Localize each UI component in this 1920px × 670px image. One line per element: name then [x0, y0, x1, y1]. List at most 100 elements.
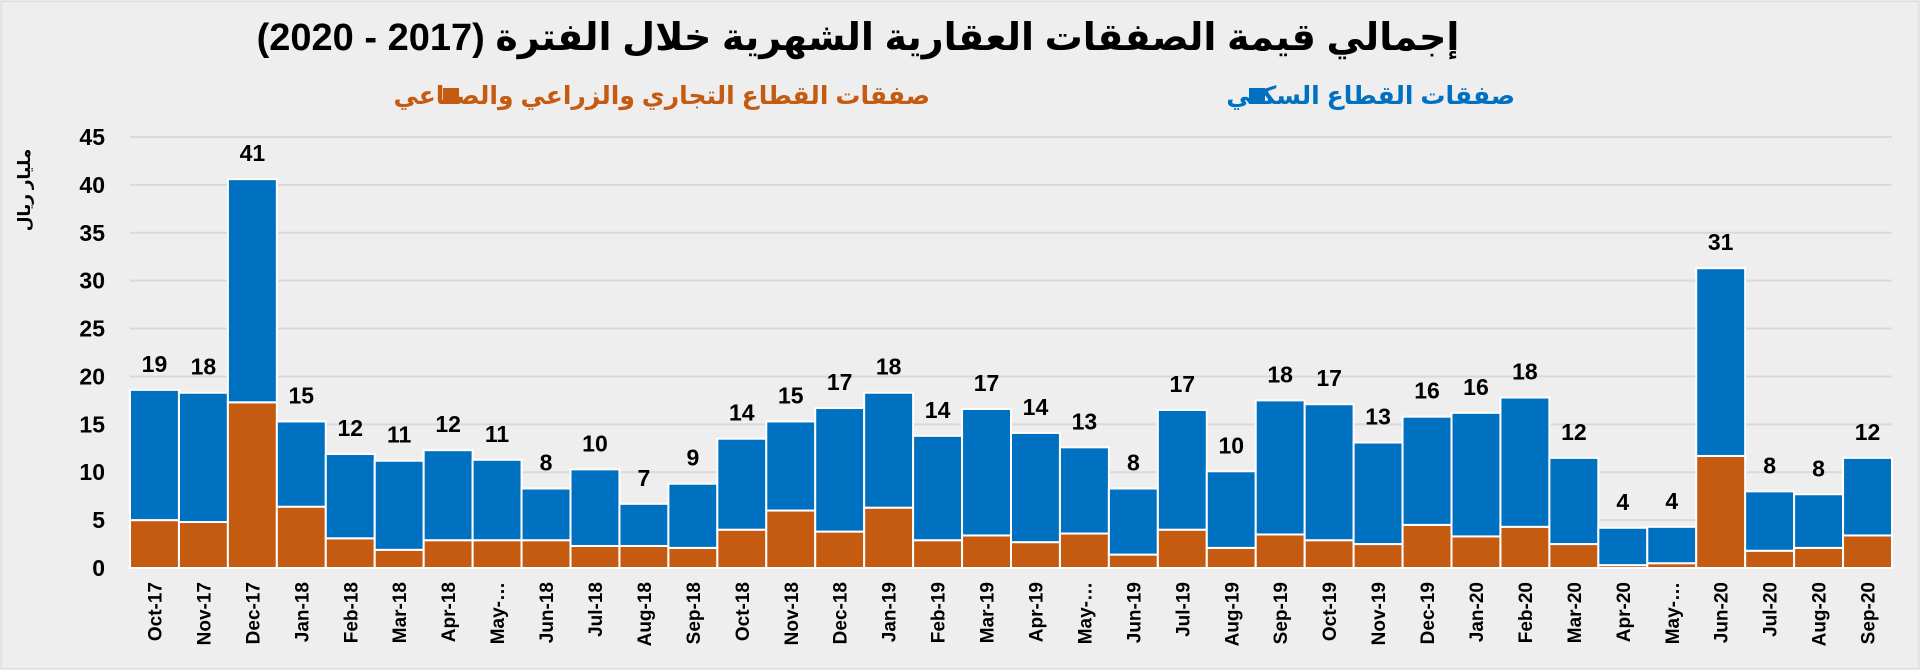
bar-commercial: [1303, 539, 1355, 569]
data-label-total: 13: [1072, 408, 1098, 434]
bar-commercial: [1205, 546, 1257, 569]
bar-residential: [814, 407, 866, 533]
bar-residential: [1205, 470, 1257, 549]
data-label-total: 17: [974, 370, 1000, 396]
x-tick-label: Apr-18: [439, 582, 460, 642]
bar-commercial: [814, 530, 866, 569]
bar-commercial: [1401, 523, 1453, 570]
x-tick-label: Jan-19: [880, 582, 901, 642]
x-tick-label: Jun-19: [1124, 582, 1145, 643]
bar-commercial: [1695, 454, 1747, 569]
bar-residential: [324, 453, 376, 540]
bar-commercial: [1744, 549, 1796, 570]
data-label-total: 12: [1561, 419, 1587, 445]
x-tick-label: Aug-18: [635, 582, 656, 646]
bar-commercial: [1254, 533, 1306, 570]
data-label-total: 18: [1512, 359, 1538, 385]
bar-residential: [1842, 456, 1893, 537]
x-tick-label: Jul-20: [1761, 582, 1782, 637]
x-tick-label: Jul-18: [586, 582, 607, 637]
bar-residential: [961, 408, 1012, 537]
x-tick-label: Dec-19: [1418, 582, 1439, 644]
y-axis-label: مليار ريال: [15, 149, 34, 232]
bar-residential: [1450, 411, 1502, 538]
bar-commercial: [1450, 535, 1502, 569]
bar-residential: [1303, 403, 1355, 542]
bar-commercial: [1548, 543, 1600, 569]
bar-residential: [177, 391, 229, 524]
y-tick-label: 30: [79, 268, 105, 294]
bar-residential: [1058, 446, 1110, 535]
bar-residential: [1156, 408, 1208, 531]
bar-residential: [618, 502, 670, 547]
bar-residential: [520, 487, 572, 542]
x-tick-label: Nov-17: [194, 582, 215, 645]
bar-residential: [1793, 493, 1845, 549]
data-label-total: 18: [1267, 361, 1293, 387]
data-label-total: 8: [1127, 450, 1140, 476]
x-tick-label: Feb-20: [1516, 582, 1537, 643]
data-label-total: 18: [191, 354, 217, 380]
y-tick-label: 20: [79, 363, 105, 389]
y-tick-label: 5: [92, 507, 105, 533]
x-tick-label: Oct-17: [145, 582, 166, 641]
bar-commercial: [1010, 541, 1061, 570]
bar-commercial: [275, 505, 327, 569]
data-label-total: 17: [827, 369, 853, 395]
bar-commercial: [129, 519, 180, 569]
bar-residential: [422, 449, 474, 542]
data-label-total: 17: [1316, 365, 1342, 391]
legend-swatch-commercial: [443, 88, 459, 104]
x-tick-label: Nov-18: [782, 582, 803, 645]
bar-commercial: [1058, 532, 1110, 570]
data-label-total: 11: [485, 421, 510, 447]
data-label-total: 10: [1218, 432, 1244, 458]
data-label-total: 16: [1463, 374, 1489, 400]
data-label-total: 17: [1170, 371, 1196, 397]
bar-commercial: [863, 506, 915, 570]
x-tick-label: Jun-18: [537, 582, 558, 643]
legend: صفقات القطاع التجاري والزراعي والصناعي ص…: [393, 82, 1515, 111]
bar-residential: [716, 437, 768, 531]
data-label-total: 41: [240, 140, 266, 166]
bar-residential: [1401, 415, 1453, 526]
bar-commercial: [373, 548, 425, 570]
data-label-total: 8: [1812, 455, 1825, 481]
legend-swatch-residential: [1249, 88, 1265, 104]
bar-residential: [373, 459, 425, 551]
x-tick-label: Oct-18: [733, 582, 754, 641]
data-label-total: 10: [582, 430, 608, 456]
bar-residential: [471, 458, 523, 542]
y-tick-label: 0: [92, 555, 105, 581]
y-tick-label: 45: [79, 124, 105, 150]
legend-label-commercial: صفقات القطاع التجاري والزراعي والصناعي: [393, 82, 930, 111]
x-tick-label: May-…: [1075, 582, 1096, 644]
bar-residential: [667, 482, 719, 549]
data-label-total: 13: [1365, 404, 1391, 430]
bar-commercial: [765, 509, 817, 569]
x-tick-label: Dec-18: [831, 582, 852, 644]
x-tick-label: Aug-20: [1810, 582, 1831, 646]
x-tick-label: May-…: [1663, 582, 1684, 644]
bar-commercial: [716, 528, 768, 570]
data-label-total: 19: [142, 351, 168, 377]
bar-residential: [1695, 267, 1747, 457]
bar-commercial: [569, 544, 621, 570]
bar-residential: [1597, 526, 1649, 567]
chart-title: إجمالي قيمة الصفقات العقارية الشهرية خلا…: [257, 17, 1460, 60]
data-label-total: 14: [1023, 394, 1049, 420]
y-tick-label: 40: [79, 172, 105, 198]
x-tick-label: May-…: [488, 582, 509, 644]
x-tick-label: Feb-19: [929, 582, 950, 643]
bar-residential: [1548, 456, 1600, 546]
data-label-total: 4: [1665, 488, 1678, 514]
data-label-total: 18: [876, 354, 902, 380]
bar-residential: [912, 434, 964, 542]
data-label-total: 16: [1414, 378, 1440, 404]
data-label-total: 31: [1708, 229, 1734, 255]
data-label-total: 9: [686, 445, 699, 471]
data-label-total: 14: [729, 400, 755, 426]
bar-residential: [765, 420, 817, 512]
bar-residential: [1499, 396, 1551, 528]
x-tick-label: Apr-19: [1026, 582, 1047, 642]
